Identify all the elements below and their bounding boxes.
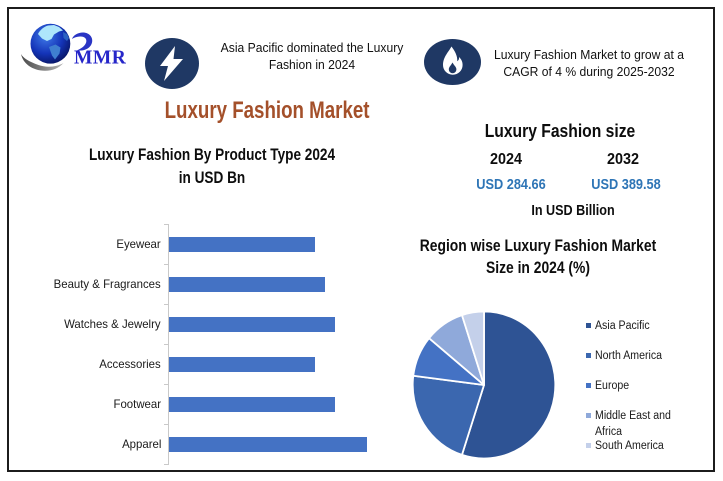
logo-swoosh-blue [72, 32, 93, 51]
axis-tick [164, 264, 168, 265]
legend-item-south-america: South America [586, 438, 695, 454]
logo-swoosh-gray [21, 54, 64, 71]
pie-slice-south-america [461, 310, 485, 386]
legend-marker-icon [586, 413, 591, 418]
legend-label: North America [595, 350, 663, 362]
bar-category-label: Accessories [99, 357, 161, 371]
legend-label: Asia Pacific [595, 320, 650, 332]
bar-chart-title: Luxury Fashion By Product Type 2024 in U… [88, 145, 336, 187]
legend-item-north-america: North America [586, 348, 695, 364]
legend-marker-icon [586, 353, 591, 358]
axis-tick [164, 464, 168, 465]
bar-category-labels: Eyewear Beauty & Fragrances Watches & Jewe… [20, 224, 161, 464]
axis-tick [164, 384, 168, 385]
axis-tick [164, 344, 168, 345]
badge1-text: Asia Pacific dominated the Luxury Fashio… [220, 41, 404, 72]
logo-text: MMR [74, 48, 127, 69]
legend-item-asia-pacific: Asia Pacific [586, 318, 695, 334]
legend-label: Europe [595, 380, 630, 392]
bar-category-label: Apparel [121, 437, 161, 451]
market-size-title: Luxury Fashion size [484, 121, 636, 141]
border-frame [7, 7, 715, 472]
bar-beauty-fragrances [169, 276, 325, 292]
axis-tick [164, 424, 168, 425]
legend-label: Middle East and Africa [595, 410, 671, 438]
pie-chart-title: Region wise Luxury Fashion Market Size i… [419, 237, 657, 277]
pie-slice-north-america [411, 374, 485, 456]
bar-category-label: Watches & Jewelry [64, 317, 161, 331]
bar-category-label: Eyewear [116, 237, 161, 251]
bar-watches-jewelry [169, 316, 336, 332]
legend-item-europe: Europe [586, 378, 695, 394]
bar-chart-plot-area [169, 224, 377, 464]
bar-category-label: Footwear [113, 397, 161, 411]
axis-tick [164, 304, 168, 305]
legend-marker-icon [586, 323, 591, 328]
bar-category-label: Beauty & Fragrances [53, 277, 161, 291]
market-value-2024: USD 284.66 [476, 177, 546, 193]
legend-marker-icon [586, 443, 591, 448]
axis-tick [164, 224, 168, 225]
year-2032-label: 2032 [606, 151, 640, 168]
bar-accessories [169, 356, 315, 372]
globe-continent-north-america [38, 25, 63, 41]
pie-slice-asia-pacific [461, 310, 557, 459]
unit-note: In USD Billion [531, 202, 615, 219]
globe-continent-south-america [49, 44, 61, 60]
bar-chart-axis [168, 224, 169, 465]
market-value-2032: USD 389.58 [591, 177, 661, 193]
mmr-logo: MMR [21, 23, 127, 71]
bar-footwear [169, 396, 336, 412]
globe-continent-east [63, 32, 69, 41]
flame-icon [424, 39, 481, 85]
legend-label: South America [595, 440, 664, 452]
page-title: Luxury Fashion Market [164, 97, 370, 124]
bar-apparel [169, 436, 367, 452]
legend-marker-icon [586, 383, 591, 388]
bar-eyewear [169, 236, 315, 252]
year-2024-label: 2024 [489, 151, 523, 168]
legend-item-middle-east-and-africa: Middle East and Africa [586, 408, 695, 440]
lightning-icon [145, 38, 199, 89]
badge2-text: Luxury Fashion Market to grow at a CAGR … [493, 48, 685, 79]
region-pie-chart [411, 310, 557, 459]
